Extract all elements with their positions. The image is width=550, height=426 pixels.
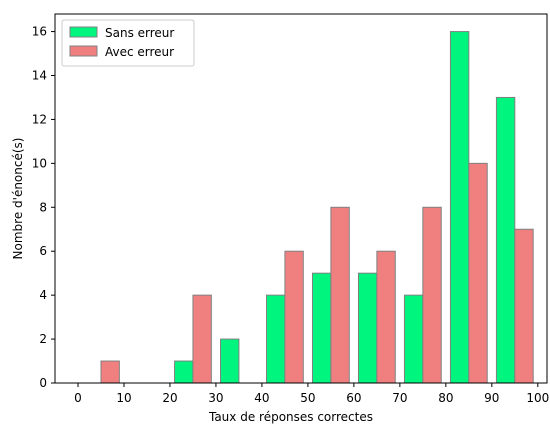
bar-avec-erreur-bin-40: [284, 250, 304, 384]
bar-sans-erreur-bin-70: [403, 294, 424, 384]
x-tick-label: 0: [74, 391, 82, 405]
bar-avec-erreur-bin-60: [376, 250, 396, 384]
x-axis: 0 10 20 30 40 50 60 70 80 90 100: [74, 383, 549, 405]
bar-sans-erreur-bin-50: [311, 272, 332, 384]
x-tick-label: 10: [116, 391, 131, 405]
bar-avec-erreur-bin-70: [422, 206, 442, 384]
bar-sans-erreur-bin-90: [495, 96, 516, 384]
plot-frame: [54, 13, 548, 384]
x-tick-label: 80: [438, 391, 453, 405]
x-tick-label: 60: [346, 391, 361, 405]
legend: Sans erreur Avec erreur: [61, 19, 195, 67]
x-tick-label: 30: [208, 391, 223, 405]
x-tick-label: 100: [526, 391, 549, 405]
bar-avec-erreur-bin-20: [192, 294, 212, 384]
bar-avec-erreur-bin-90: [514, 228, 534, 384]
legend-label-avec-erreur: Avec erreur: [105, 45, 174, 59]
x-tick-label: 50: [300, 391, 315, 405]
y-tick-label: 16: [32, 25, 47, 39]
y-axis-label: Nombre d'énoncé(s): [11, 138, 25, 260]
legend-label-sans-erreur: Sans erreur: [105, 26, 174, 40]
y-tick-label: 14: [32, 69, 47, 83]
y-tick-label: 8: [39, 200, 47, 214]
x-tick-label: 40: [254, 391, 269, 405]
y-tick-label: 2: [39, 332, 47, 346]
bar-sans-erreur-bin-20: [174, 360, 194, 384]
y-tick-label: 4: [39, 288, 47, 302]
y-tick-label: 0: [39, 376, 47, 390]
bar-sans-erreur-bin-80: [449, 31, 470, 384]
bar-avec-erreur-bin-50: [330, 206, 350, 384]
bar-sans-erreur-bin-60: [357, 272, 378, 384]
y-axis: 0 2 4 6 8 10 12 14 16: [32, 25, 55, 390]
bar-avec-erreur-bin-80: [468, 162, 488, 384]
x-tick-label: 70: [392, 391, 407, 405]
legend-swatch-sans-erreur: [69, 26, 98, 38]
x-axis-label: Taux de réponses correctes: [208, 410, 373, 424]
bar-avec-erreur-bin-0: [100, 360, 120, 384]
y-tick-label: 10: [32, 156, 47, 170]
bar-sans-erreur-bin-40: [266, 294, 286, 384]
y-tick-label: 12: [32, 112, 47, 126]
x-tick-label: 20: [162, 391, 177, 405]
legend-swatch-avec-erreur: [69, 45, 98, 57]
bar-sans-erreur-bin-30: [220, 338, 240, 384]
bars-layer: [100, 31, 534, 384]
x-tick-label: 90: [484, 391, 499, 405]
y-tick-label: 6: [39, 244, 47, 258]
